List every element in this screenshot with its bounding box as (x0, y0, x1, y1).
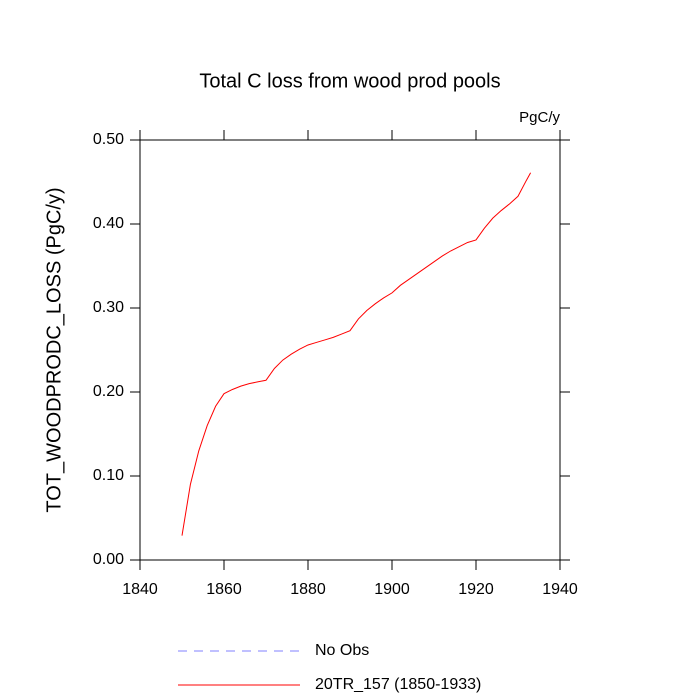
chart-title: Total C loss from wood prod pools (199, 70, 500, 92)
units-label: PgC/y (519, 109, 560, 126)
legend-label: 20TR_157 (1850-1933) (315, 676, 481, 693)
y-tick-label: 0.30 (93, 299, 124, 316)
x-tick-label: 1900 (374, 581, 410, 598)
y-tick-label: 0.50 (93, 131, 124, 148)
y-tick-label: 0.20 (93, 383, 124, 400)
legend-label: No Obs (315, 642, 369, 659)
plot-frame (139, 139, 561, 561)
y-tick-label: 0.40 (93, 215, 124, 232)
data-line (181, 172, 532, 536)
y-tick-label: 0.10 (93, 467, 124, 484)
x-tick-label: 1860 (206, 581, 242, 598)
y-tick-label: 0.00 (93, 551, 124, 568)
x-tick-label: 1880 (290, 581, 326, 598)
y-axis-label: TOT_WOODPRODC_LOSS (PgC/y) (43, 187, 65, 512)
x-tick-label: 1940 (542, 581, 578, 598)
x-tick-label: 1840 (122, 581, 158, 598)
x-tick-label: 1920 (458, 581, 494, 598)
